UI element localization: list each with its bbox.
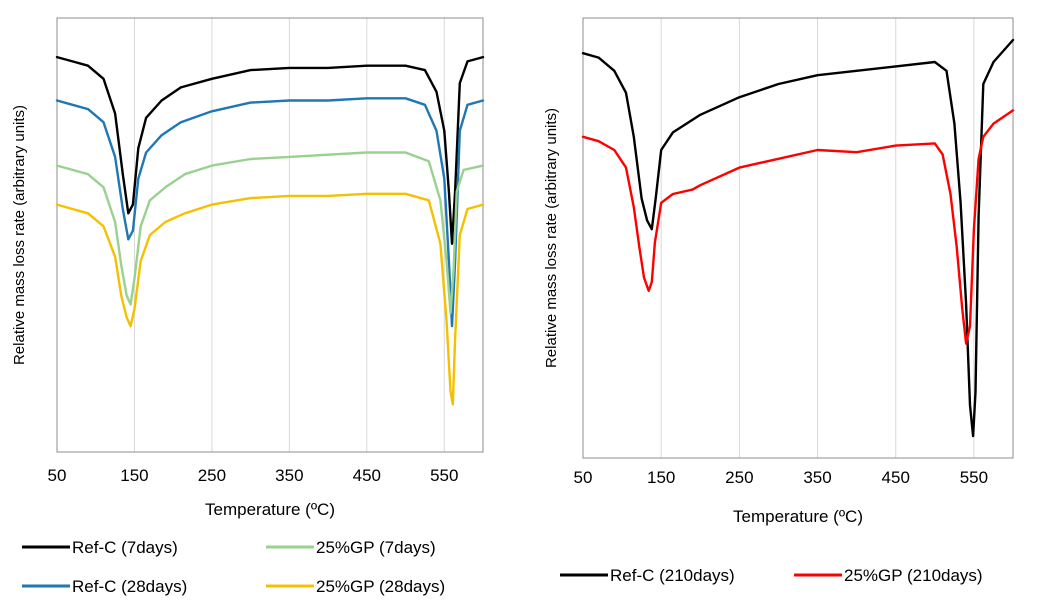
legend: Ref-C (210days) 25%GP (210days) bbox=[560, 566, 983, 585]
series-line-1 bbox=[55, 55, 485, 245]
legend-label: Ref-C (28days) bbox=[72, 577, 187, 596]
x-tick-label: 550 bbox=[960, 468, 988, 487]
legend-label: 25%GP (210days) bbox=[844, 566, 983, 585]
x-tick-label: 450 bbox=[882, 468, 910, 487]
x-tick-label: 150 bbox=[120, 466, 148, 485]
plot-frame bbox=[582, 17, 1014, 459]
legend-item: Ref-C (28days) bbox=[22, 577, 187, 596]
legend-item: 25%GP (7days) bbox=[266, 538, 436, 557]
series-line-2 bbox=[581, 109, 1015, 345]
legend-label: 25%GP (7days) bbox=[316, 538, 436, 557]
plot-frame bbox=[56, 17, 484, 453]
series-line-3 bbox=[55, 151, 485, 315]
x-tick-label: 250 bbox=[198, 466, 226, 485]
x-tick-label: 250 bbox=[725, 468, 753, 487]
legend-label: 25%GP (28days) bbox=[316, 577, 445, 596]
y-axis-label: Relative mass loss rate (arbitrary units… bbox=[543, 108, 560, 368]
x-tick-label: 350 bbox=[803, 468, 831, 487]
legend-item: Ref-C (7days) bbox=[22, 538, 178, 557]
chart-1: 50 150 250 350 450 550 Temperature (ºC) Relativ… bbox=[11, 17, 485, 596]
legend-item: 25%GP (28days) bbox=[266, 577, 445, 596]
x-tick-label: 150 bbox=[647, 468, 675, 487]
x-tick-label: 50 bbox=[574, 468, 593, 487]
x-axis-label: Temperature (ºC) bbox=[205, 500, 335, 519]
series-line-1 bbox=[581, 38, 1015, 438]
legend: Ref-C (7days) 25%GP (7days) Ref-C (28days)… bbox=[22, 538, 445, 596]
legend-item: 25%GP (210days) bbox=[794, 566, 983, 585]
legend-label: Ref-C (210days) bbox=[610, 566, 735, 585]
legend-label: Ref-C (7days) bbox=[72, 538, 178, 557]
series-line-4 bbox=[55, 192, 485, 406]
y-axis-label: Relative mass loss rate (arbitrary units… bbox=[11, 105, 28, 365]
x-tick-label: 550 bbox=[430, 466, 458, 485]
x-tick-label: 50 bbox=[48, 466, 67, 485]
x-tick-label: 350 bbox=[275, 466, 303, 485]
x-axis-label: Temperature (ºC) bbox=[733, 507, 863, 526]
x-tick-label: 450 bbox=[353, 466, 381, 485]
legend-item: Ref-C (210days) bbox=[560, 566, 735, 585]
chart-2: 50 150 250 350 450 550 Temperature (ºC) Relativ… bbox=[543, 17, 1015, 585]
